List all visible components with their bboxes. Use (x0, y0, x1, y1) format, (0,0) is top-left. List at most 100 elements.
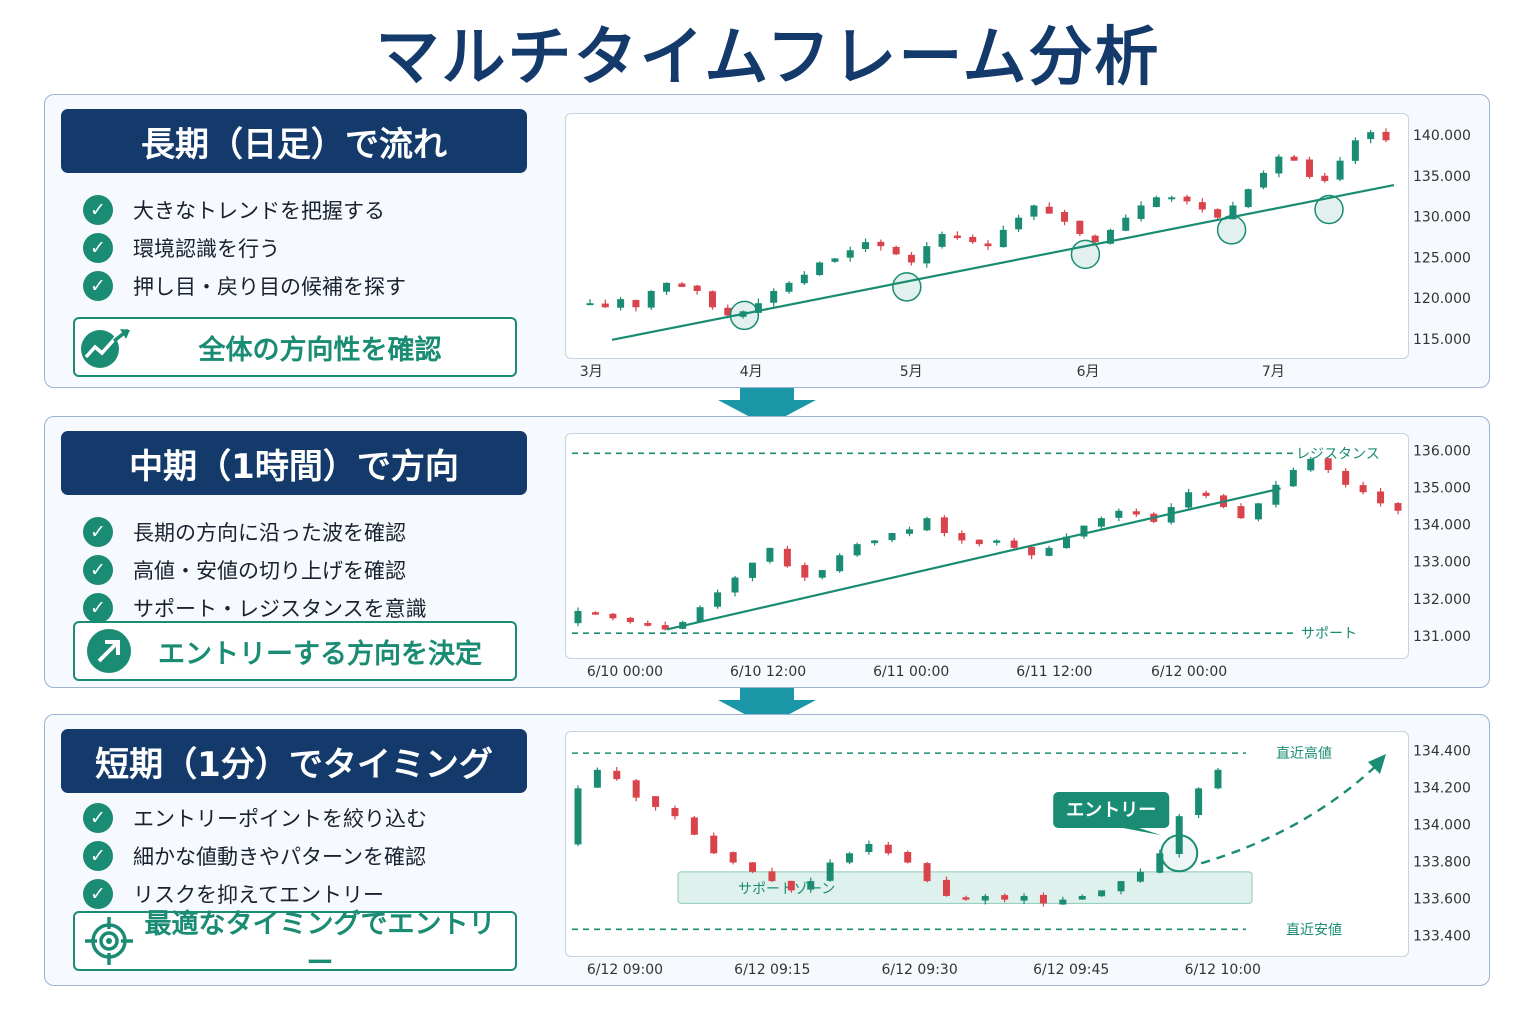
candle (1214, 208, 1222, 220)
entry-pointer (1123, 828, 1162, 836)
candle (710, 832, 718, 855)
arrow-up-right-icon (75, 627, 143, 675)
candle (1136, 868, 1144, 883)
support-zone-label: サポートゾーン (738, 881, 835, 897)
candle (862, 238, 870, 253)
candle-body (1106, 229, 1114, 244)
bullet-item: ✓ 細かな値動きやパターンを確認 (83, 837, 427, 875)
candle-body (1351, 140, 1359, 161)
candle-body (862, 242, 870, 249)
candle-body (693, 285, 701, 291)
candle-body (1061, 212, 1069, 222)
candle (591, 611, 599, 616)
x-tick-label: 6/12 10:00 (1185, 962, 1261, 978)
candle (993, 539, 1001, 546)
candle (1137, 201, 1145, 222)
y-tick-label: 133.600 (1413, 892, 1471, 908)
candle (826, 859, 834, 882)
candle-body (1010, 540, 1018, 548)
candle-body (940, 517, 948, 534)
x-tick-label: 6/11 12:00 (1016, 664, 1092, 680)
x-tick-label: 6/10 00:00 (587, 664, 663, 680)
candle-body (766, 547, 774, 562)
y-tick-label: 133.400 (1413, 929, 1471, 945)
panel-short-term: 短期（1分）でタイミング ✓ エントリーポイントを絞り込む ✓ 細かな値動きやパター… (44, 714, 1490, 986)
daily-chart: 3月 4月 5月 6月 7月 (565, 113, 1409, 380)
candle (678, 282, 686, 288)
candle-body (724, 307, 732, 316)
candle-body (1117, 881, 1125, 892)
candle (617, 296, 625, 311)
x-tick-label: 3月 (580, 364, 603, 380)
candle-body (1030, 205, 1038, 217)
candle (1063, 533, 1071, 549)
candle-body (892, 246, 900, 255)
candle (1342, 468, 1350, 488)
candle-body (816, 262, 824, 276)
recent-low-label: 直近安値 (1286, 921, 1342, 938)
bullet-text: 押し目・戻り目の候補を探す (133, 275, 406, 299)
trend-line (666, 487, 1281, 631)
candle (729, 851, 737, 865)
candle-body (1183, 196, 1191, 202)
candle-body (923, 246, 931, 264)
candle-body (818, 570, 826, 578)
bullet-list: ✓ 長期の方向に沿った波を確認 ✓ 高値・安値の切り上げを確認 ✓ サポート・レジスタ… (83, 513, 427, 627)
candle (1078, 894, 1086, 900)
candle (1091, 234, 1099, 245)
candle-body (1122, 217, 1130, 231)
candle-body (1185, 492, 1193, 508)
touch-point-circle (729, 300, 760, 331)
entry-callout (1053, 792, 1170, 828)
candle-body (1098, 890, 1106, 897)
candle (1377, 487, 1385, 507)
candle (1254, 502, 1262, 522)
x-tick-label: 6/12 09:15 (734, 962, 810, 978)
candle (981, 894, 989, 905)
candle-body (593, 769, 601, 788)
candle (1307, 456, 1315, 472)
candle (904, 850, 912, 864)
candle (1382, 128, 1390, 143)
candle-body (1275, 156, 1283, 174)
x-tick-label: 6/11 00:00 (873, 664, 949, 680)
candle (749, 861, 757, 874)
candle (836, 553, 844, 573)
candle (1214, 767, 1222, 790)
candle (768, 867, 776, 883)
candle-body (1254, 503, 1262, 520)
candle-body (923, 518, 931, 531)
candle-body (574, 788, 582, 845)
candle-body (1168, 197, 1176, 200)
candle (1168, 195, 1176, 202)
candle-body (1132, 511, 1140, 515)
candle (1010, 537, 1018, 549)
candle-body (846, 250, 854, 258)
candle (1290, 154, 1298, 161)
touch-point-circle (892, 272, 922, 302)
candle-body (644, 623, 652, 626)
candle (770, 288, 778, 307)
candle-body (770, 290, 778, 303)
candle-body (1229, 205, 1237, 220)
candle (1198, 198, 1206, 213)
candle-body (1198, 202, 1206, 210)
x-tick-label: 6/12 09:45 (1033, 962, 1109, 978)
candle-body (1015, 217, 1023, 230)
bullet-text: 大きなトレンドを把握する (133, 199, 385, 223)
candle-body (904, 852, 912, 863)
candle-body (1063, 536, 1071, 549)
candle (923, 861, 931, 883)
y-tick-label: 132.000 (1413, 592, 1471, 608)
x-tick-label: 6/12 00:00 (1151, 664, 1227, 680)
candle-body (690, 817, 698, 835)
candle-body (601, 303, 609, 308)
candle-body (1137, 205, 1145, 219)
candle (1305, 156, 1313, 179)
bullet-text: サポート・レジスタンスを意識 (133, 597, 427, 621)
bullet-text: 長期の方向に沿った波を確認 (133, 521, 406, 545)
candle (953, 231, 961, 240)
candle-body (1237, 506, 1245, 519)
candle (846, 246, 854, 262)
entry-label: エントリー (1066, 800, 1156, 821)
